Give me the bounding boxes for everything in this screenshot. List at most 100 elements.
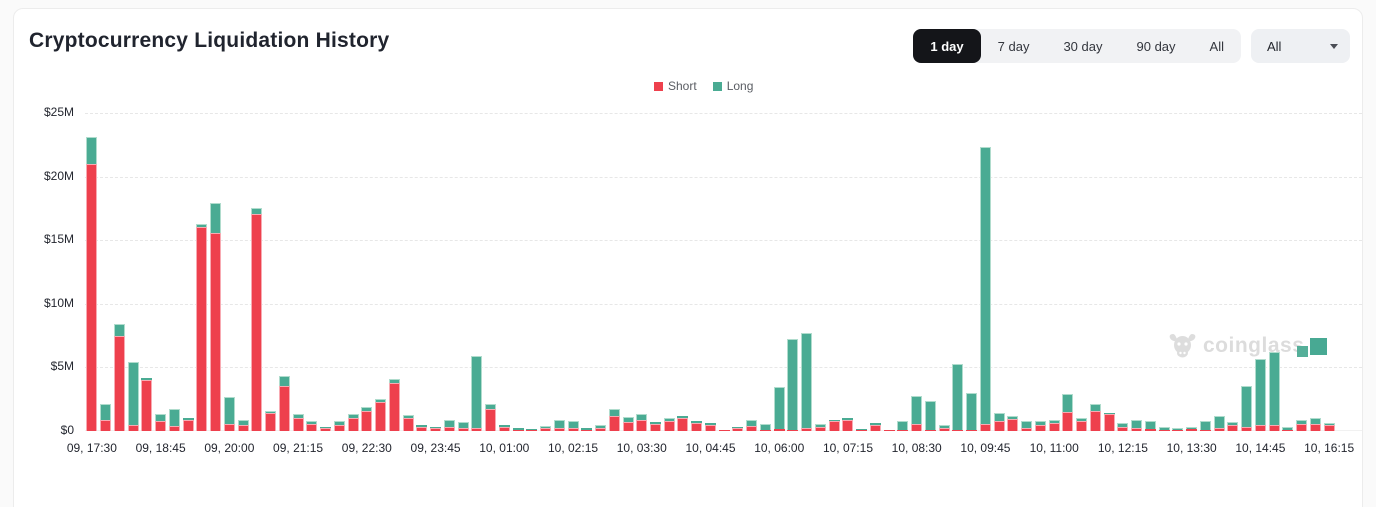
range-button-90-day[interactable]: 90 day <box>1120 29 1193 63</box>
range-button-7-day[interactable]: 7 day <box>981 29 1047 63</box>
bar-long-segment <box>223 396 235 425</box>
bar-49 <box>759 113 773 431</box>
bar-61 <box>924 113 938 431</box>
x-tick-label: 09, 18:45 <box>135 441 186 455</box>
bar-long-segment <box>113 324 125 336</box>
bar-short-segment <box>306 424 318 431</box>
coin-filter-dropdown[interactable]: All <box>1251 29 1350 63</box>
bar-short-segment <box>773 429 785 431</box>
bar-short-segment <box>1062 411 1074 431</box>
gridline-20m <box>85 176 1362 178</box>
x-tick-label: 10, 12:15 <box>1097 441 1148 455</box>
bar-short-segment <box>814 427 826 431</box>
bar-75 <box>1116 113 1130 431</box>
bar-long-segment <box>636 413 648 421</box>
bar-long-segment <box>677 415 689 418</box>
bar-long-segment <box>512 428 524 430</box>
bar-long-segment <box>416 425 428 427</box>
bar-79 <box>1171 113 1185 431</box>
bar-long-segment <box>210 203 222 233</box>
bar-long-segment <box>842 418 854 421</box>
bar-short-segment <box>979 424 991 431</box>
bar-0 <box>85 113 99 431</box>
x-tick-label: 10, 11:00 <box>1029 441 1079 455</box>
bar-long-segment <box>759 424 771 430</box>
bar-5 <box>154 113 168 431</box>
coinglass-bull-logo-icon <box>1169 334 1196 358</box>
page-title: Cryptocurrency Liquidation History <box>29 29 390 52</box>
bar-77 <box>1144 113 1158 431</box>
bar-long-segment <box>663 418 675 422</box>
bar-short-segment <box>223 424 235 431</box>
bar-76 <box>1130 113 1144 431</box>
bar-11 <box>236 113 250 431</box>
x-tick-label: 09, 23:45 <box>410 441 461 455</box>
bar-short-segment <box>1282 429 1294 431</box>
bar-short-segment <box>471 427 483 431</box>
legend-item-long[interactable]: Long <box>712 79 754 93</box>
bar-long-segment <box>1268 351 1280 425</box>
bar-67 <box>1006 113 1020 431</box>
bar-66 <box>992 113 1006 431</box>
bar-64 <box>965 113 979 431</box>
liquidation-card: Cryptocurrency Liquidation History 1 day… <box>13 8 1363 507</box>
bar-short-segment <box>141 380 153 431</box>
bar-long-segment <box>86 137 98 164</box>
bar-85 <box>1254 113 1268 431</box>
bar-long-segment <box>1282 426 1294 430</box>
bar-long-segment <box>553 419 565 428</box>
range-button-1-day[interactable]: 1 day <box>913 29 981 63</box>
bar-long-segment <box>911 396 923 425</box>
bar-long-segment <box>1034 421 1046 426</box>
bar-short-segment <box>155 421 167 431</box>
bar-84 <box>1240 113 1254 431</box>
bar-short-segment <box>402 418 414 431</box>
bar-long-segment <box>278 375 290 387</box>
bar-44 <box>690 113 704 431</box>
bar-short-segment <box>540 428 552 431</box>
bar-long-segment <box>773 387 785 430</box>
bar-long-segment <box>540 425 552 429</box>
legend-label: Short <box>668 79 697 93</box>
bar-long-segment <box>993 412 1005 422</box>
bar-long-segment <box>100 403 112 420</box>
bar-long-segment <box>979 147 991 425</box>
bar-long-segment <box>457 422 469 429</box>
x-tick-label: 10, 04:45 <box>685 441 736 455</box>
bar-short-segment <box>1323 425 1335 431</box>
bar-65 <box>979 113 993 431</box>
bar-70 <box>1047 113 1061 431</box>
bar-short-segment <box>897 429 909 431</box>
bar-long-segment <box>1241 385 1253 428</box>
bar-short-segment <box>1268 424 1280 431</box>
range-button-all[interactable]: All <box>1193 29 1241 63</box>
bar-32 <box>525 113 539 431</box>
legend-label: Long <box>726 79 754 93</box>
bar-7 <box>181 113 195 431</box>
bar-short-segment <box>100 419 112 431</box>
bar-long-segment <box>1158 427 1170 430</box>
bar-4 <box>140 113 154 431</box>
bar-short-segment <box>856 429 868 431</box>
bar-45 <box>704 113 718 431</box>
x-tick-label: 10, 03:30 <box>616 441 667 455</box>
y-tick-label: $20M <box>43 168 74 183</box>
bar-long-segment <box>897 421 909 430</box>
bar-16 <box>305 113 319 431</box>
bar-short-segment <box>292 417 304 431</box>
bar-short-segment <box>375 401 387 431</box>
chevron-down-icon <box>1330 43 1338 49</box>
bar-short-segment <box>649 424 661 431</box>
bar-short-segment <box>210 232 222 431</box>
bar-short-segment <box>1172 430 1184 431</box>
bar-short-segment <box>842 420 854 431</box>
bar-20 <box>360 113 374 431</box>
bar-28 <box>470 113 484 431</box>
bar-87 <box>1281 113 1295 431</box>
bar-68 <box>1020 113 1034 431</box>
bar-long-segment <box>1213 415 1225 428</box>
legend-item-short[interactable]: Short <box>654 79 697 93</box>
range-button-30-day[interactable]: 30 day <box>1046 29 1119 63</box>
bar-long-segment <box>883 429 895 431</box>
bar-short-segment <box>388 382 400 431</box>
